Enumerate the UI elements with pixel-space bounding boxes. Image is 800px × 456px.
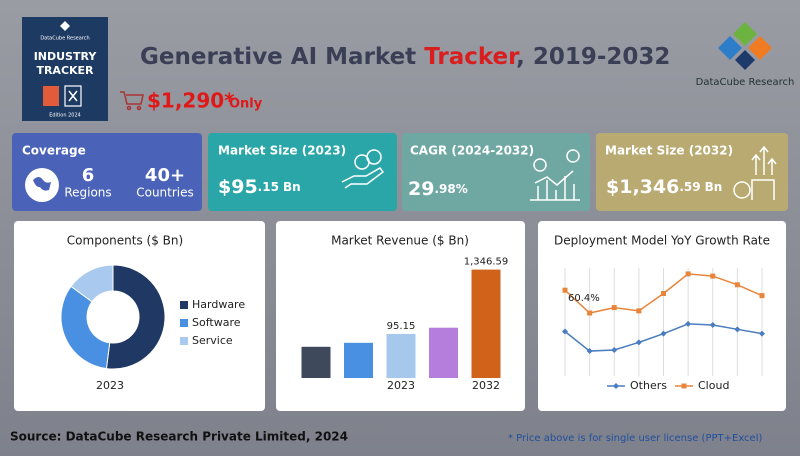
legend-swatch bbox=[180, 301, 188, 309]
card-title: CAGR (2024-2032) bbox=[410, 144, 534, 158]
value-unit: Bn bbox=[283, 180, 301, 194]
title-part: Generative AI Market bbox=[140, 44, 424, 70]
company-logo: DataCube Research bbox=[696, 22, 795, 88]
badge-edition: Edition 2024 bbox=[49, 113, 81, 119]
value-label: 1,346.59 bbox=[464, 257, 509, 268]
value-unit: Bn bbox=[705, 180, 723, 194]
point bbox=[685, 320, 692, 327]
market-size-2023-card: Market Size (2023) $95.15 Bn bbox=[208, 133, 397, 211]
value-decimal: .98% bbox=[434, 182, 467, 196]
value-main: $1,346 bbox=[606, 176, 679, 198]
point bbox=[587, 310, 593, 316]
value-main: 29 bbox=[408, 178, 434, 200]
point bbox=[611, 305, 617, 311]
badge-title: TRACKER bbox=[36, 64, 94, 77]
cart-icon bbox=[120, 91, 144, 111]
legend-label: Service bbox=[192, 334, 233, 347]
legend-swatch bbox=[180, 337, 188, 345]
money-icon bbox=[341, 149, 385, 189]
card-value: 29.98% bbox=[408, 178, 468, 200]
title-highlight: Tracker bbox=[424, 44, 520, 70]
legend-swatch bbox=[180, 319, 188, 327]
chart-title: Deployment Model YoY Growth Rate bbox=[554, 234, 770, 248]
coverage-label: Regions bbox=[64, 186, 111, 200]
bar bbox=[386, 333, 416, 378]
chart-panel bbox=[276, 221, 525, 411]
badge-brand: DataCube Research bbox=[40, 36, 89, 42]
point bbox=[709, 321, 716, 328]
point bbox=[685, 271, 691, 277]
page-title: Generative AI Market Tracker, 2019-2032 bbox=[140, 44, 670, 70]
chart-title: Market Revenue ($ Bn) bbox=[331, 234, 469, 248]
report-badge: DataCube Research INDUSTRY TRACKER Editi… bbox=[22, 17, 108, 121]
legend-marker bbox=[613, 383, 619, 389]
price-note: Only bbox=[229, 97, 263, 112]
coverage-value: 40+ bbox=[145, 165, 185, 186]
point bbox=[734, 282, 740, 288]
price: $1,290* bbox=[147, 89, 235, 113]
donut-slice bbox=[70, 264, 114, 303]
card-title: Market Size (2032) bbox=[605, 144, 733, 158]
point bbox=[611, 346, 618, 353]
value-main: $95 bbox=[218, 176, 258, 198]
legend-label: Cloud bbox=[698, 379, 729, 392]
license-note: * Price above is for single user license… bbox=[508, 433, 762, 444]
legend-marker bbox=[681, 383, 687, 389]
point bbox=[710, 273, 716, 279]
point bbox=[660, 330, 667, 337]
point bbox=[635, 339, 642, 346]
point bbox=[562, 328, 568, 335]
card-title: Market Size (2023) bbox=[218, 144, 346, 158]
bar bbox=[344, 342, 373, 378]
point bbox=[759, 293, 765, 299]
bar bbox=[471, 269, 501, 378]
value-label: 95.15 bbox=[387, 321, 416, 332]
card-value: $95.15 Bn bbox=[218, 176, 301, 198]
bar bbox=[429, 327, 458, 378]
market-size-2032-card: Market Size (2032) $1,346.59 Bn bbox=[596, 133, 788, 211]
chart-title: Components ($ Bn) bbox=[67, 234, 183, 248]
chart-panel bbox=[538, 221, 786, 411]
bar bbox=[301, 346, 331, 378]
point bbox=[586, 348, 593, 355]
title-part: , 2019-2032 bbox=[516, 44, 670, 70]
cagr-card: CAGR (2024-2032) 29.98% bbox=[402, 133, 590, 211]
value-label: 60.4% bbox=[568, 293, 600, 304]
card-title: Coverage bbox=[22, 144, 86, 158]
card-value: $1,346.59 Bn bbox=[606, 176, 722, 198]
point bbox=[562, 287, 568, 293]
legend-label: Software bbox=[192, 316, 241, 329]
value-decimal: .59 bbox=[679, 180, 700, 194]
growth-icon bbox=[530, 149, 580, 201]
point bbox=[759, 330, 765, 337]
point bbox=[636, 308, 642, 314]
coverage-card: Coverage 6 Regions 40+ Countries bbox=[12, 133, 202, 211]
point bbox=[661, 290, 666, 296]
coverage-label: Countries bbox=[136, 186, 194, 200]
x-tick-label: 2023 bbox=[387, 379, 415, 392]
legend-label: Others bbox=[630, 379, 667, 392]
point bbox=[734, 326, 741, 333]
donut-slice bbox=[105, 264, 166, 370]
logo-text: DataCube Research bbox=[696, 77, 795, 88]
badge-title: INDUSTRY bbox=[34, 50, 98, 63]
source-note: Source: DataCube Research Private Limite… bbox=[10, 430, 348, 444]
donut-slice bbox=[60, 285, 111, 370]
value-decimal: .15 bbox=[258, 180, 279, 194]
x-tick-label: 2032 bbox=[472, 379, 500, 392]
chart-caption: 2023 bbox=[96, 379, 124, 392]
rising-icon bbox=[733, 145, 777, 200]
legend-label: Hardware bbox=[192, 298, 245, 311]
coverage-value: 6 bbox=[82, 165, 95, 186]
